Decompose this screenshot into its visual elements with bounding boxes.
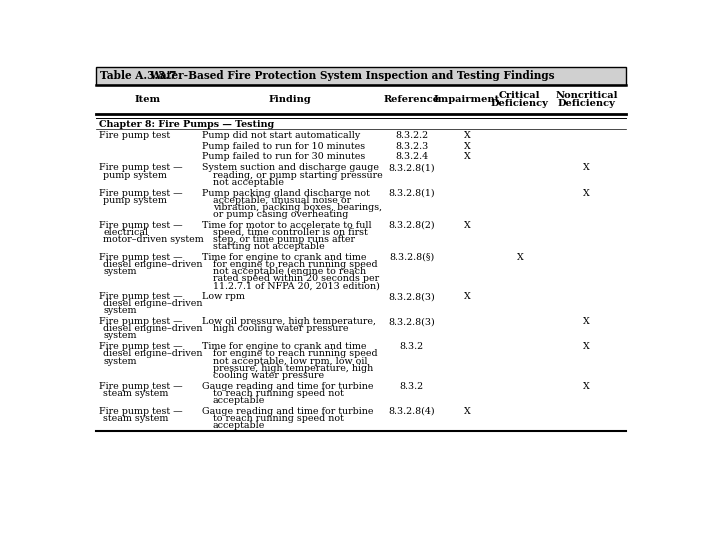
Text: 8.3.2.8(3): 8.3.2.8(3) xyxy=(388,317,435,326)
Text: system: system xyxy=(103,267,137,276)
Text: cooling water pressure: cooling water pressure xyxy=(213,371,324,380)
Text: Deficiency: Deficiency xyxy=(491,98,549,108)
Text: acceptable: acceptable xyxy=(213,396,265,405)
Text: Pump failed to run for 30 minutes: Pump failed to run for 30 minutes xyxy=(202,152,365,162)
Text: not acceptable (engine to reach: not acceptable (engine to reach xyxy=(213,267,366,276)
Text: 8.3.2: 8.3.2 xyxy=(399,342,424,351)
Text: Fire pump test —: Fire pump test — xyxy=(98,317,183,326)
Text: Fire pump test —: Fire pump test — xyxy=(98,253,183,262)
Text: to reach running speed not: to reach running speed not xyxy=(213,414,344,423)
Text: Table A.3.3.7: Table A.3.3.7 xyxy=(100,71,176,81)
Text: Water-Based Fire Protection System Inspection and Testing Findings: Water-Based Fire Protection System Inspe… xyxy=(150,71,555,81)
Text: diesel engine–driven: diesel engine–driven xyxy=(103,299,203,308)
Text: Low rpm: Low rpm xyxy=(202,292,245,301)
Text: steam system: steam system xyxy=(103,414,168,423)
Text: for engine to reach running speed: for engine to reach running speed xyxy=(213,260,378,269)
Text: motor–driven system: motor–driven system xyxy=(103,235,204,244)
Text: high cooling water pressure: high cooling water pressure xyxy=(213,324,348,333)
Text: diesel engine–driven: diesel engine–driven xyxy=(103,324,203,333)
Text: step, or time pump runs after: step, or time pump runs after xyxy=(213,235,355,244)
Text: rated speed within 20 seconds per: rated speed within 20 seconds per xyxy=(213,274,379,283)
Text: System suction and discharge gauge: System suction and discharge gauge xyxy=(202,163,379,172)
Text: 8.3.2.3: 8.3.2.3 xyxy=(395,142,428,150)
Text: Pump packing gland discharge not: Pump packing gland discharge not xyxy=(202,188,370,197)
Text: for engine to reach running speed: for engine to reach running speed xyxy=(213,349,378,358)
Text: Pump did not start automatically: Pump did not start automatically xyxy=(202,131,360,140)
Text: speed, time controller is on first: speed, time controller is on first xyxy=(213,228,368,237)
Text: Gauge reading and time for turbine: Gauge reading and time for turbine xyxy=(202,381,373,391)
Text: Fire pump test —: Fire pump test — xyxy=(98,292,183,301)
Text: Gauge reading and time for turbine: Gauge reading and time for turbine xyxy=(202,407,373,416)
Text: X: X xyxy=(463,407,470,416)
Text: 8.3.2.2: 8.3.2.2 xyxy=(395,131,428,140)
Text: X: X xyxy=(463,292,470,301)
Text: Fire pump test: Fire pump test xyxy=(98,131,170,140)
Text: Time for motor to accelerate to full: Time for motor to accelerate to full xyxy=(202,221,371,230)
Text: Fire pump test —: Fire pump test — xyxy=(98,163,183,172)
Text: Noncritical: Noncritical xyxy=(555,91,618,100)
Text: X: X xyxy=(463,142,470,150)
Text: diesel engine–driven: diesel engine–driven xyxy=(103,260,203,269)
Text: system: system xyxy=(103,307,137,315)
Text: or pump casing overheating: or pump casing overheating xyxy=(213,210,348,219)
Bar xyxy=(95,67,625,85)
Text: Critical: Critical xyxy=(499,91,541,100)
Text: system: system xyxy=(103,332,137,340)
Text: to reach running speed not: to reach running speed not xyxy=(213,389,344,398)
Text: Time for engine to crank and time: Time for engine to crank and time xyxy=(202,342,366,351)
Text: Impairment: Impairment xyxy=(434,95,500,104)
Text: 8.3.2.8(3): 8.3.2.8(3) xyxy=(388,292,435,301)
Text: X: X xyxy=(463,131,470,140)
Text: X: X xyxy=(583,163,590,172)
Text: 8.3.2.4: 8.3.2.4 xyxy=(395,152,428,162)
Text: reading, or pump starting pressure: reading, or pump starting pressure xyxy=(213,171,383,180)
Text: starting not acceptable: starting not acceptable xyxy=(213,242,324,251)
Text: Reference: Reference xyxy=(384,95,439,104)
Text: Pump failed to run for 10 minutes: Pump failed to run for 10 minutes xyxy=(202,142,365,150)
Text: X: X xyxy=(583,381,590,391)
Text: Time for engine to crank and time: Time for engine to crank and time xyxy=(202,253,366,262)
Text: acceptable: acceptable xyxy=(213,421,265,430)
Text: Item: Item xyxy=(134,95,160,104)
Text: pump system: pump system xyxy=(103,196,167,204)
Text: Fire pump test —: Fire pump test — xyxy=(98,381,183,391)
Text: X: X xyxy=(583,188,590,197)
Text: 8.3.2.8(1): 8.3.2.8(1) xyxy=(388,163,435,172)
Text: 8.3.2.8(2): 8.3.2.8(2) xyxy=(388,221,435,230)
Text: system: system xyxy=(103,356,137,365)
Text: diesel engine–driven: diesel engine–driven xyxy=(103,349,203,358)
Text: X: X xyxy=(583,317,590,326)
Text: Fire pump test —: Fire pump test — xyxy=(98,407,183,416)
Text: electrical: electrical xyxy=(103,228,148,237)
Text: X: X xyxy=(463,221,470,230)
Text: X: X xyxy=(463,152,470,162)
Text: Fire pump test —: Fire pump test — xyxy=(98,188,183,197)
Text: acceptable, unusual noise or: acceptable, unusual noise or xyxy=(213,196,351,204)
Text: 8.3.2.8(4): 8.3.2.8(4) xyxy=(388,407,435,416)
Text: X: X xyxy=(517,253,523,262)
Text: Low oil pressure, high temperature,: Low oil pressure, high temperature, xyxy=(202,317,376,326)
Text: Deficiency: Deficiency xyxy=(557,98,616,108)
Text: 11.2.7.1 of NFPA 20, 2013 edition): 11.2.7.1 of NFPA 20, 2013 edition) xyxy=(213,281,380,290)
Text: Chapter 8: Fire Pumps — Testing: Chapter 8: Fire Pumps — Testing xyxy=(98,120,274,129)
Text: not acceptable, low rpm, low oil: not acceptable, low rpm, low oil xyxy=(213,356,367,365)
Text: 8.3.2: 8.3.2 xyxy=(399,381,424,391)
Text: steam system: steam system xyxy=(103,389,168,398)
Text: pump system: pump system xyxy=(103,171,167,180)
Text: vibration, packing boxes, bearings,: vibration, packing boxes, bearings, xyxy=(213,203,382,212)
Text: pressure, high temperature, high: pressure, high temperature, high xyxy=(213,364,373,372)
Text: 8.3.2.8(1): 8.3.2.8(1) xyxy=(388,188,435,197)
Text: 8.3.2.8(§): 8.3.2.8(§) xyxy=(389,253,435,262)
Text: not acceptable: not acceptable xyxy=(213,178,284,187)
Text: Fire pump test —: Fire pump test — xyxy=(98,342,183,351)
Text: Finding: Finding xyxy=(269,95,312,104)
Text: X: X xyxy=(583,342,590,351)
Text: Fire pump test —: Fire pump test — xyxy=(98,221,183,230)
